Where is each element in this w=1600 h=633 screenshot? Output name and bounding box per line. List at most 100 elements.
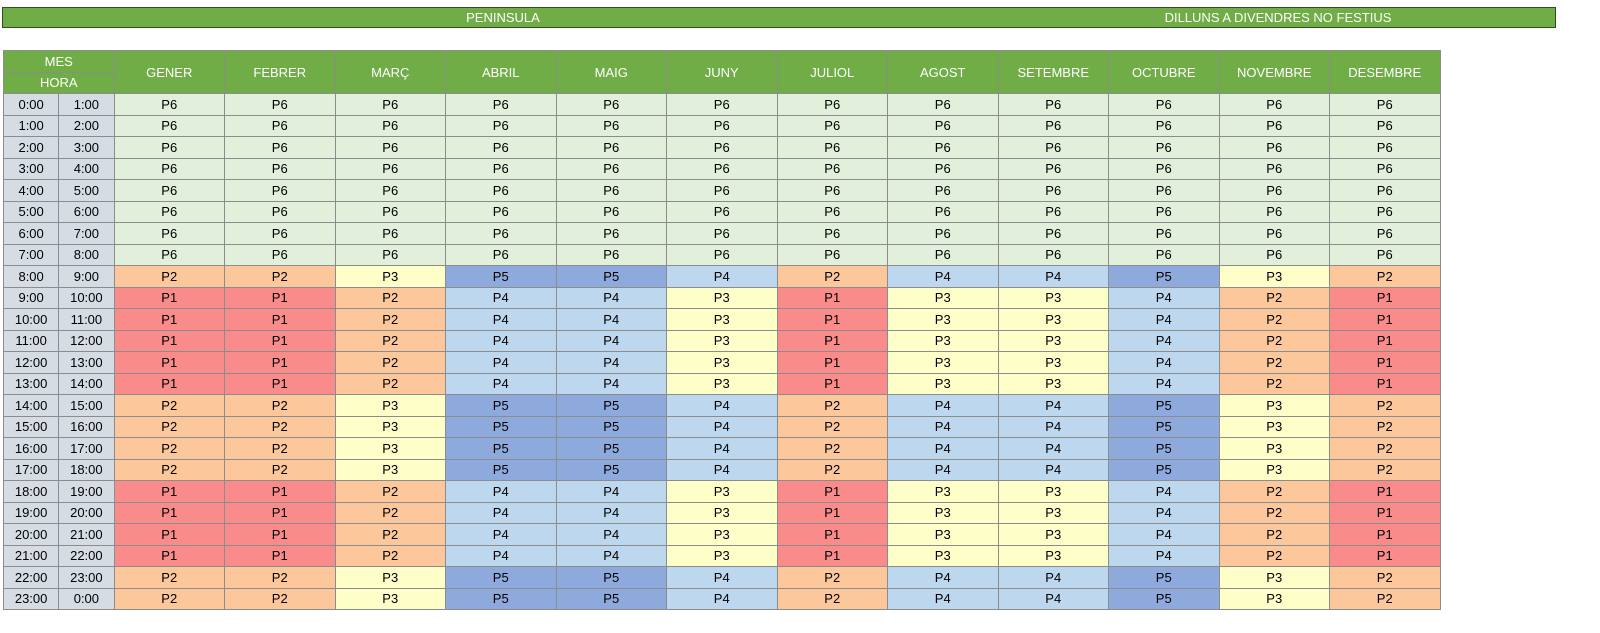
table-row: 17:00 18:00 P2 P2 P3 P5 P5 P4 P2 P4 P4 P5 P3 P2 bbox=[2, 458, 1441, 481]
hour-to-cell: 10:00 bbox=[58, 286, 115, 309]
period-cell: P6 bbox=[776, 93, 888, 116]
table-row: 21:00 22:00 P1 P1 P2 P4 P4 P3 P1 P3 P3 P4 P2 P1 bbox=[2, 544, 1441, 567]
month-header-marc: MARÇ bbox=[334, 50, 446, 94]
period-cell: P5 bbox=[555, 265, 667, 288]
period-cell: P1 bbox=[776, 329, 888, 352]
month-header-octubre: OCTUBRE bbox=[1108, 50, 1220, 94]
period-cell: P4 bbox=[555, 286, 667, 309]
hour-to-cell: 3:00 bbox=[58, 136, 115, 159]
period-cell: P1 bbox=[224, 501, 336, 524]
period-cell: P1 bbox=[113, 308, 225, 331]
period-cell: P6 bbox=[1108, 222, 1220, 245]
period-cell: P3 bbox=[997, 372, 1109, 395]
table-row: 16:00 17:00 P2 P2 P3 P5 P5 P4 P2 P4 P4 P5 P3 P2 bbox=[2, 437, 1441, 460]
period-cell: P6 bbox=[555, 157, 667, 180]
period-cell: P4 bbox=[445, 351, 557, 374]
period-cell: P6 bbox=[1108, 136, 1220, 159]
table-row: 8:00 9:00 P2 P2 P3 P5 P5 P4 P2 P4 P4 P5 P3 P2 bbox=[2, 265, 1441, 288]
period-cell: P2 bbox=[334, 308, 446, 331]
period-cell: P2 bbox=[776, 415, 888, 438]
table-row: 18:00 19:00 P1 P1 P2 P4 P4 P3 P1 P3 P3 P4 P2 P1 bbox=[2, 480, 1441, 503]
table-row: 7:00 8:00 P6 P6 P6 P6 P6 P6 P6 P6 P6 P6 P6 P6 bbox=[2, 243, 1441, 266]
table-row: 23:00 0:00 P2 P2 P3 P5 P5 P4 P2 P4 P4 P5 P3 P2 bbox=[2, 587, 1441, 610]
period-cell: P3 bbox=[887, 351, 999, 374]
period-cell: P5 bbox=[445, 437, 557, 460]
period-cell: P4 bbox=[1108, 523, 1220, 546]
period-cell: P3 bbox=[997, 501, 1109, 524]
hour-to-cell: 19:00 bbox=[58, 480, 115, 503]
period-cell: P6 bbox=[887, 179, 999, 202]
period-cell: P4 bbox=[445, 286, 557, 309]
period-cell: P3 bbox=[666, 308, 778, 331]
period-cell: P3 bbox=[997, 523, 1109, 546]
period-cell: P3 bbox=[887, 329, 999, 352]
period-cell: P4 bbox=[887, 394, 999, 417]
period-cell: P4 bbox=[887, 415, 999, 438]
period-cell: P4 bbox=[666, 458, 778, 481]
period-cell: P2 bbox=[224, 394, 336, 417]
period-cell: P3 bbox=[997, 351, 1109, 374]
period-cell: P5 bbox=[555, 458, 667, 481]
period-cell: P6 bbox=[1108, 179, 1220, 202]
period-cell: P5 bbox=[1108, 265, 1220, 288]
table-row: 14:00 15:00 P2 P2 P3 P5 P5 P4 P2 P4 P4 P5 P3 P2 bbox=[2, 394, 1441, 417]
period-cell: P1 bbox=[224, 351, 336, 374]
hour-from-cell: 23:00 bbox=[2, 587, 60, 610]
period-cell: P2 bbox=[113, 587, 225, 610]
period-cell: P4 bbox=[445, 372, 557, 395]
period-cell: P6 bbox=[1218, 179, 1330, 202]
period-cell: P5 bbox=[555, 566, 667, 589]
table-row: 6:00 7:00 P6 P6 P6 P6 P6 P6 P6 P6 P6 P6 P6 P6 bbox=[2, 222, 1441, 245]
period-cell: P6 bbox=[224, 136, 336, 159]
period-cell: P6 bbox=[224, 222, 336, 245]
header-row-mes: MES GENER FEBRER MARÇ ABRIL MAIG JUNY JU… bbox=[3, 50, 1441, 94]
hour-from-cell: 3:00 bbox=[2, 157, 60, 180]
hour-from-cell: 1:00 bbox=[2, 114, 60, 137]
period-cell: P6 bbox=[445, 243, 557, 266]
period-cell: P1 bbox=[1329, 480, 1441, 503]
period-cell: P6 bbox=[334, 179, 446, 202]
period-cell: P1 bbox=[776, 544, 888, 567]
hour-from-cell: 2:00 bbox=[2, 136, 60, 159]
period-cell: P6 bbox=[113, 179, 225, 202]
period-cell: P6 bbox=[113, 136, 225, 159]
hour-from-cell: 5:00 bbox=[2, 200, 60, 223]
period-cell: P4 bbox=[445, 480, 557, 503]
period-cell: P6 bbox=[666, 179, 778, 202]
period-cell: P6 bbox=[445, 179, 557, 202]
hour-to-cell: 9:00 bbox=[58, 265, 115, 288]
table-row: 0:00 1:00 P6 P6 P6 P6 P6 P6 P6 P6 P6 P6 P6 P6 bbox=[2, 93, 1441, 116]
hour-to-cell: 0:00 bbox=[58, 587, 115, 610]
hour-to-cell: 11:00 bbox=[58, 308, 115, 331]
table-row: 19:00 20:00 P1 P1 P2 P4 P4 P3 P1 P3 P3 P4 P2 P1 bbox=[2, 501, 1441, 524]
period-cell: P3 bbox=[997, 286, 1109, 309]
period-cell: P6 bbox=[445, 222, 557, 245]
period-cell: P3 bbox=[1218, 437, 1330, 460]
period-cell: P1 bbox=[224, 308, 336, 331]
hour-to-cell: 14:00 bbox=[58, 372, 115, 395]
hour-to-cell: 1:00 bbox=[58, 93, 115, 116]
period-cell: P6 bbox=[666, 200, 778, 223]
region-label: PENINSULA bbox=[466, 10, 540, 25]
table-row: 9:00 10:00 P1 P1 P2 P4 P4 P3 P1 P3 P3 P4 P2 P1 bbox=[2, 286, 1441, 309]
period-cell: P2 bbox=[776, 566, 888, 589]
period-cell: P6 bbox=[334, 157, 446, 180]
period-cell: P1 bbox=[776, 351, 888, 374]
period-cell: P2 bbox=[224, 458, 336, 481]
hour-to-cell: 20:00 bbox=[58, 501, 115, 524]
hour-to-cell: 18:00 bbox=[58, 458, 115, 481]
month-header-juny: JUNY bbox=[666, 50, 778, 94]
period-cell: P4 bbox=[666, 587, 778, 610]
month-header-maig: MAIG bbox=[555, 50, 667, 94]
period-cell: P6 bbox=[334, 200, 446, 223]
period-cell: P4 bbox=[887, 458, 999, 481]
period-cell: P6 bbox=[666, 157, 778, 180]
period-cell: P6 bbox=[113, 93, 225, 116]
period-cell: P6 bbox=[113, 157, 225, 180]
table-row: 13:00 14:00 P1 P1 P2 P4 P4 P3 P1 P3 P3 P4 P2 P1 bbox=[2, 372, 1441, 395]
period-cell: P6 bbox=[1218, 243, 1330, 266]
period-cell: P4 bbox=[997, 566, 1109, 589]
period-cell: P3 bbox=[1218, 566, 1330, 589]
period-cell: P6 bbox=[666, 222, 778, 245]
period-cell: P1 bbox=[776, 372, 888, 395]
